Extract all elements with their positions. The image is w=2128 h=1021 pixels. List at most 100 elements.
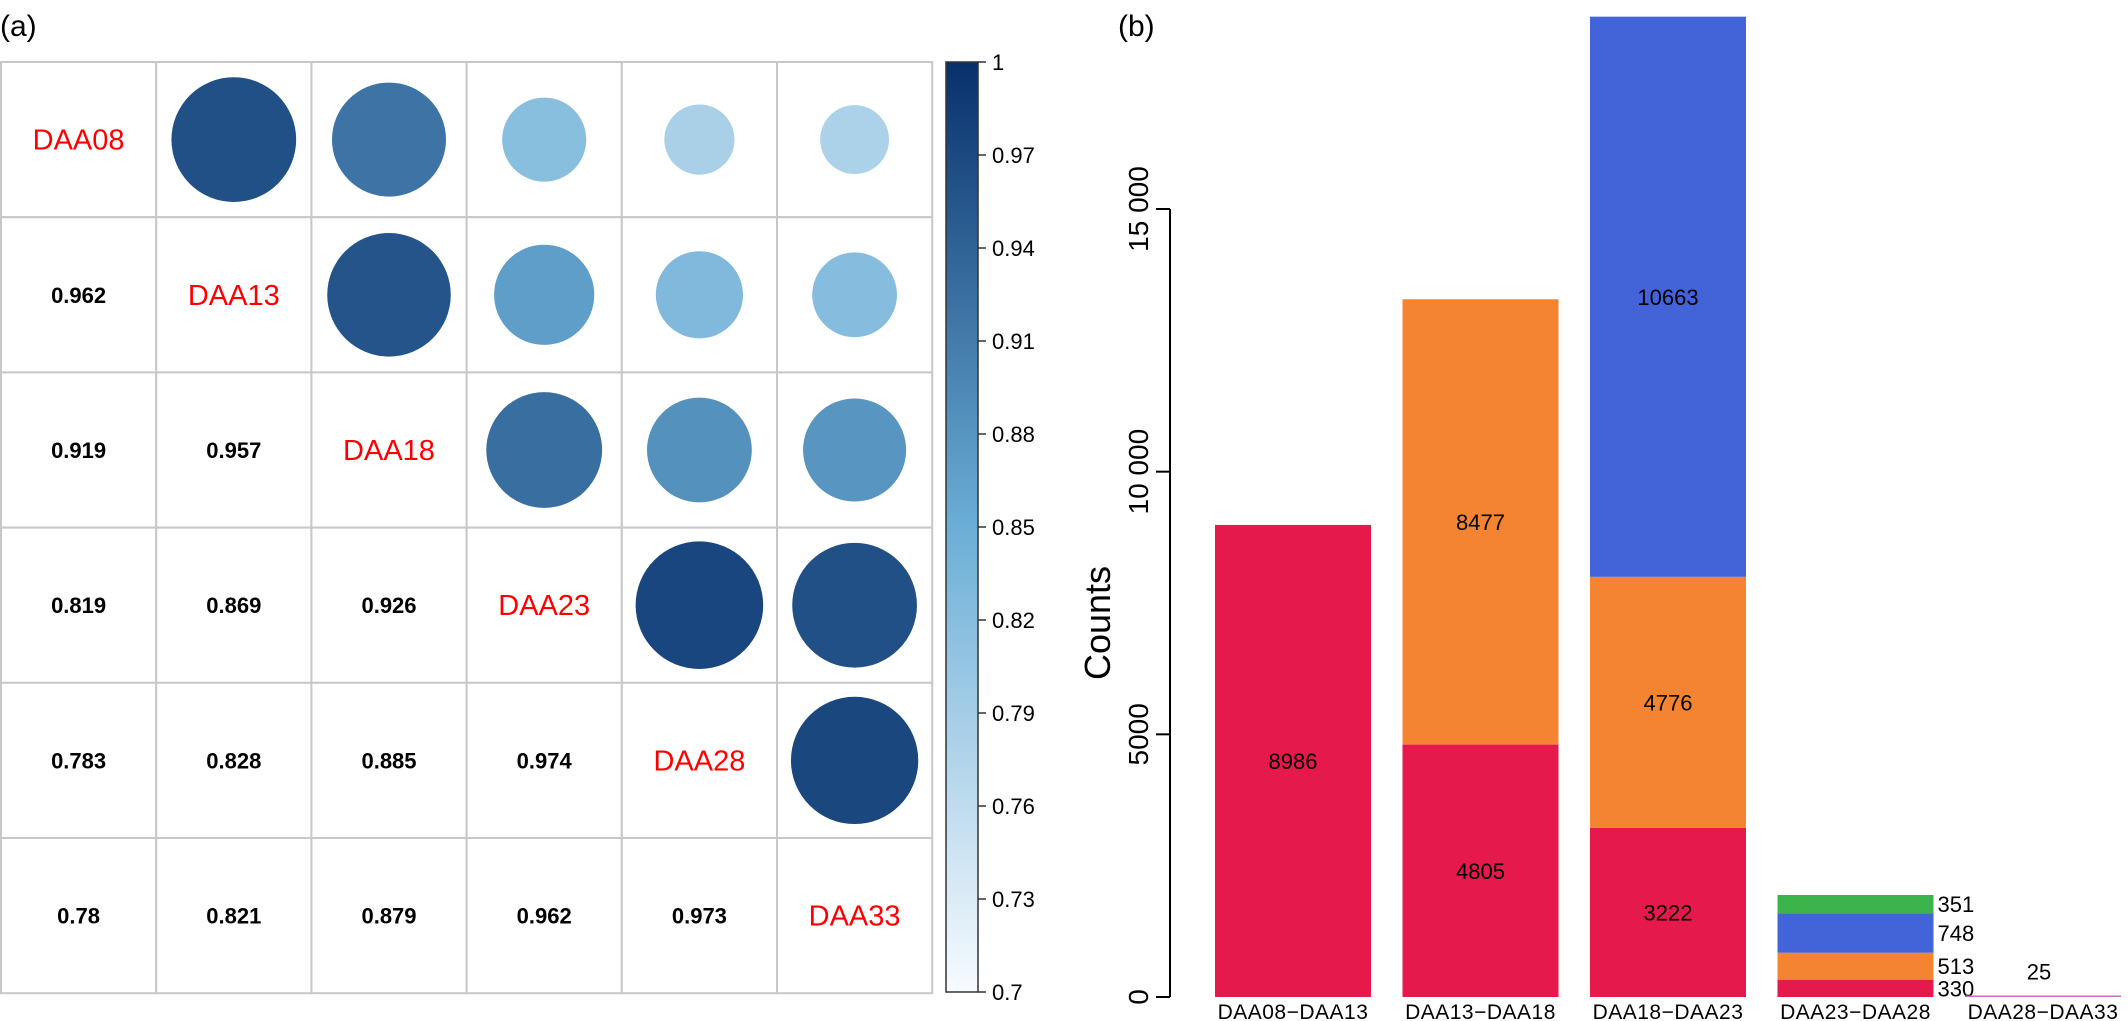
correlation-value: 0.962 bbox=[517, 904, 572, 929]
variable-label-daa23: DAA23 bbox=[498, 590, 590, 622]
correlation-circle bbox=[635, 541, 764, 669]
correlation-value: 0.819 bbox=[51, 593, 106, 618]
colorbar-tick-label: 0.94 bbox=[992, 236, 1035, 261]
x-category-label: DAA28−DAA33 bbox=[1968, 1001, 2119, 1021]
bar-data-label: 4776 bbox=[1644, 690, 1693, 715]
matrix-cell bbox=[0, 61, 158, 219]
colorbar-tick-label: 0.76 bbox=[992, 794, 1035, 819]
variable-label-daa08: DAA08 bbox=[33, 125, 125, 157]
bar-segment bbox=[1777, 979, 1934, 997]
matrix-cell bbox=[0, 526, 158, 684]
correlation-circle bbox=[502, 97, 587, 182]
correlation-circle bbox=[655, 251, 743, 339]
colorbar-gradient bbox=[945, 61, 979, 993]
correlation-value: 0.885 bbox=[361, 748, 416, 773]
correlation-circle bbox=[486, 392, 603, 508]
matrix-cell bbox=[0, 837, 158, 995]
bar-segment bbox=[1215, 524, 1371, 997]
bar-data-label: 25 bbox=[2027, 960, 2051, 985]
correlation-value: 0.974 bbox=[517, 748, 573, 773]
colorbar-tick-label: 0.97 bbox=[992, 143, 1035, 168]
correlation-circle bbox=[171, 77, 297, 202]
correlation-circle bbox=[331, 82, 447, 197]
correlation-circle bbox=[792, 542, 917, 668]
panel-a-label: (a) bbox=[0, 10, 37, 43]
colorbar-tick-label: 0.7 bbox=[992, 980, 1023, 1005]
matrix-cell bbox=[0, 681, 158, 839]
bar-data-label: 8477 bbox=[1456, 510, 1505, 535]
correlation-value: 0.973 bbox=[672, 904, 727, 929]
colorbar-tick-label: 0.79 bbox=[992, 701, 1035, 726]
bar-segment bbox=[1590, 576, 1746, 828]
correlation-circle bbox=[812, 252, 897, 338]
correlation-circle bbox=[803, 398, 907, 502]
matrix-cell bbox=[620, 837, 778, 995]
correlation-matrix-panel: DAA08 0.962 DAA13 0.919 0.957 DAA18 0.819 0.869… bbox=[0, 61, 934, 995]
variable-label-daa13: DAA13 bbox=[188, 280, 280, 312]
y-tick-label: 0 bbox=[1123, 989, 1154, 1005]
colorbar-tick-label: 0.88 bbox=[992, 422, 1035, 447]
bar-data-label: 3222 bbox=[1644, 900, 1693, 925]
matrix-cell bbox=[310, 681, 468, 839]
bar-data-label: 10663 bbox=[1637, 285, 1698, 310]
x-category-label: DAA18−DAA23 bbox=[1593, 1001, 1744, 1021]
x-category-label: DAA08−DAA13 bbox=[1218, 1001, 1369, 1021]
colorbar: 1 0.97 0.94 0.91 0.88 0.85 0.82 0.79 0.76 0.73 0.7 bbox=[945, 50, 1035, 1005]
colorbar-tick-label: 0.91 bbox=[992, 329, 1035, 354]
matrix-cell bbox=[776, 837, 934, 995]
correlation-circle bbox=[494, 244, 595, 345]
bar-data-label: 351 bbox=[1938, 892, 1975, 917]
bar-data-label: 330 bbox=[1938, 976, 1975, 1001]
y-tick-label: 15 000 bbox=[1123, 166, 1154, 252]
correlation-value: 0.879 bbox=[361, 904, 416, 929]
y-tick-label: 10 000 bbox=[1123, 429, 1154, 515]
matrix-cell bbox=[155, 216, 313, 374]
correlation-value: 0.828 bbox=[206, 748, 261, 773]
correlation-value: 0.821 bbox=[206, 904, 261, 929]
colorbar-tick-label: 1 bbox=[992, 50, 1004, 75]
bar-data-label: 513 bbox=[1938, 954, 1975, 979]
bar-data-label: 8986 bbox=[1269, 749, 1318, 774]
correlation-value: 0.962 bbox=[51, 283, 106, 308]
bar-segment bbox=[1777, 894, 1934, 914]
x-category-label: DAA13−DAA18 bbox=[1405, 1001, 1556, 1021]
stacked-bar-chart-panel: 0 5000 10 000 15 000 Counts 8986 DAA08−DAA13 48… bbox=[1077, 16, 2121, 1021]
bar-segment bbox=[1402, 299, 1559, 745]
bar-segment bbox=[1402, 744, 1559, 997]
matrix-cell bbox=[620, 681, 778, 839]
correlation-value: 0.957 bbox=[206, 438, 261, 463]
bar-segment bbox=[1777, 952, 1934, 980]
colorbar-tick-label: 0.73 bbox=[992, 887, 1035, 912]
bar-segment bbox=[1590, 16, 1746, 577]
correlation-circle bbox=[664, 104, 735, 175]
variable-label-daa33: DAA33 bbox=[809, 901, 901, 933]
panel-b-label: (b) bbox=[1118, 10, 1155, 43]
bar-segment bbox=[1590, 827, 1746, 997]
matrix-cell bbox=[155, 526, 313, 684]
bar-segment bbox=[1777, 913, 1934, 953]
variable-label-daa28: DAA28 bbox=[653, 745, 745, 777]
correlation-value: 0.926 bbox=[361, 593, 416, 618]
matrix-cell bbox=[465, 526, 623, 684]
correlation-circle bbox=[820, 105, 890, 175]
x-category-label: DAA23−DAA28 bbox=[1780, 1001, 1931, 1021]
colorbar-tick-label: 0.82 bbox=[992, 608, 1035, 633]
correlation-circle bbox=[646, 397, 752, 503]
y-tick-label: 5000 bbox=[1123, 703, 1154, 765]
bar-data-label: 748 bbox=[1938, 921, 1975, 946]
correlation-value: 0.869 bbox=[206, 593, 261, 618]
matrix-cell bbox=[155, 371, 313, 529]
matrix-cell bbox=[465, 681, 623, 839]
matrix-cell bbox=[0, 371, 158, 529]
matrix-cell bbox=[465, 837, 623, 995]
bar-segment bbox=[1965, 995, 2121, 997]
bar-data-label: 4805 bbox=[1456, 859, 1505, 884]
matrix-cell bbox=[310, 526, 468, 684]
colorbar-tick-label: 0.85 bbox=[992, 515, 1035, 540]
correlation-circle bbox=[790, 696, 919, 825]
variable-label-daa18: DAA18 bbox=[343, 435, 435, 467]
correlation-value: 0.78 bbox=[57, 904, 100, 929]
correlation-circle bbox=[327, 233, 451, 357]
y-axis-title: Counts bbox=[1077, 566, 1118, 680]
